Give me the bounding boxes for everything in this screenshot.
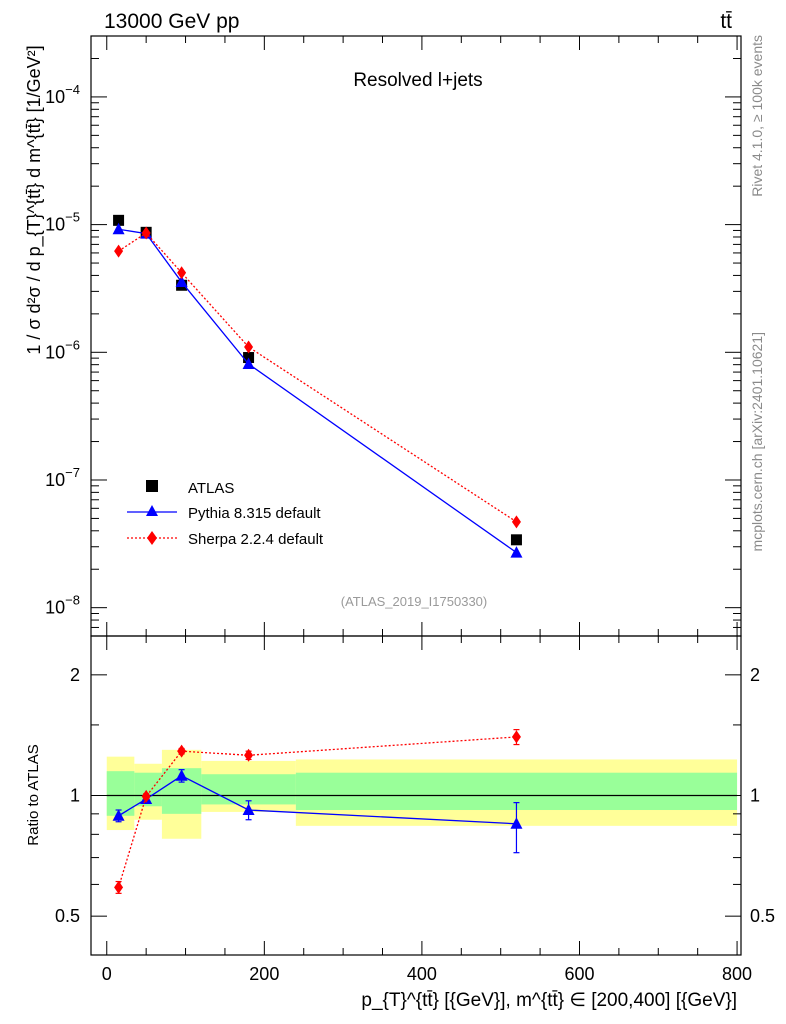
- x-axis-title: p_{T}^{tt̄} [{GeV}], m^{tt̄} ∈ [200,400]…: [361, 990, 737, 1011]
- main-series-layer: [112, 214, 523, 558]
- ratio-uncertainty-bands: [106, 749, 738, 839]
- main-point-sherpa: [511, 515, 521, 529]
- legend-marker-pythia: [146, 505, 158, 516]
- ratio-y-tick-label: 1: [70, 786, 80, 806]
- ratio-point-pythia: [510, 817, 523, 829]
- legend-label-sherpa: Sherpa 2.2.4 default: [188, 531, 324, 548]
- main-y-tick-label: 10−5: [45, 210, 80, 235]
- legend-label-atlas: ATLAS: [188, 480, 234, 497]
- main-point-pythia: [242, 357, 255, 369]
- energy-label: 13000 GeV pp: [104, 10, 239, 33]
- legend-marker-sherpa: [147, 531, 157, 545]
- main-y-tick-label: 10−6: [45, 337, 80, 362]
- main-point-sherpa: [177, 266, 187, 280]
- x-tick-label: 0: [102, 964, 112, 984]
- ratio-point-sherpa: [141, 789, 151, 803]
- main-y-tick-label: 10−4: [45, 82, 80, 107]
- main-line-sherpa: [118, 232, 517, 523]
- legend-label-pythia: Pythia 8.315 default: [188, 505, 321, 522]
- ratio-point-sherpa: [244, 748, 254, 762]
- main-point-sherpa: [244, 340, 254, 354]
- x-tick-label: 800: [722, 964, 752, 984]
- main-y-axis: 10−8 10−7 10−6 10−5 10−4: [45, 57, 741, 637]
- x-tick-label: 400: [407, 964, 437, 984]
- main-point-pythia: [112, 222, 125, 235]
- main-y-tick-label: 10−8: [45, 593, 80, 618]
- ratio-y-tick-label: 0.5: [55, 906, 80, 926]
- ratio-point-pythia: [112, 809, 125, 821]
- process-label: tt̄: [720, 10, 732, 33]
- ratio-point-pythia: [242, 803, 255, 816]
- main-point-atlas: [510, 534, 522, 546]
- ratio-y-tick-label-right: 2: [750, 665, 760, 685]
- ratio-y-axis: 0.5 0.5 1 1 2 2: [55, 665, 775, 926]
- legend-marker-atlas: [146, 480, 158, 492]
- ratio-y-axis-title: Ratio to ATLAS: [25, 744, 42, 845]
- x-axis: 0 200 400 600 800: [102, 36, 752, 984]
- mcplots-label: mcplots.cern.ch [arXiv:2401.10621]: [749, 332, 765, 551]
- x-tick-label: 200: [249, 964, 279, 984]
- rivet-label: Rivet 4.1.0, ≥ 100k events: [749, 35, 765, 197]
- main-y-tick-label: 10−7: [45, 465, 80, 490]
- ratio-y-tick-label-right: 0.5: [750, 906, 775, 926]
- plot-title: Resolved l+jets: [353, 70, 482, 91]
- main-point-atlas: [113, 214, 125, 226]
- main-point-sherpa: [114, 244, 124, 258]
- ratio-y-tick-label-right: 1: [750, 786, 760, 806]
- main-point-sherpa: [141, 226, 151, 240]
- ratio-series-layer: [112, 729, 523, 894]
- ratio-y-tick-label: 2: [70, 665, 80, 685]
- main-point-pythia: [510, 546, 523, 558]
- ratio-band-green: [201, 774, 296, 805]
- ratio-point-pythia: [175, 769, 188, 781]
- main-point-pythia: [175, 275, 188, 288]
- main-y-axis-title: 1 / σ d²σ / d p_{T}^{tt̄} d m^{tt̄} [1/G…: [24, 45, 45, 354]
- legend: ATLAS Pythia 8.315 default Sherpa 2.2.4 …: [127, 480, 324, 548]
- ratio-point-sherpa: [177, 744, 187, 758]
- analysis-watermark: (ATLAS_2019_I1750330): [341, 594, 487, 609]
- x-tick-label: 600: [564, 964, 594, 984]
- ratio-point-sherpa: [114, 880, 124, 894]
- ratio-point-sherpa: [511, 730, 521, 744]
